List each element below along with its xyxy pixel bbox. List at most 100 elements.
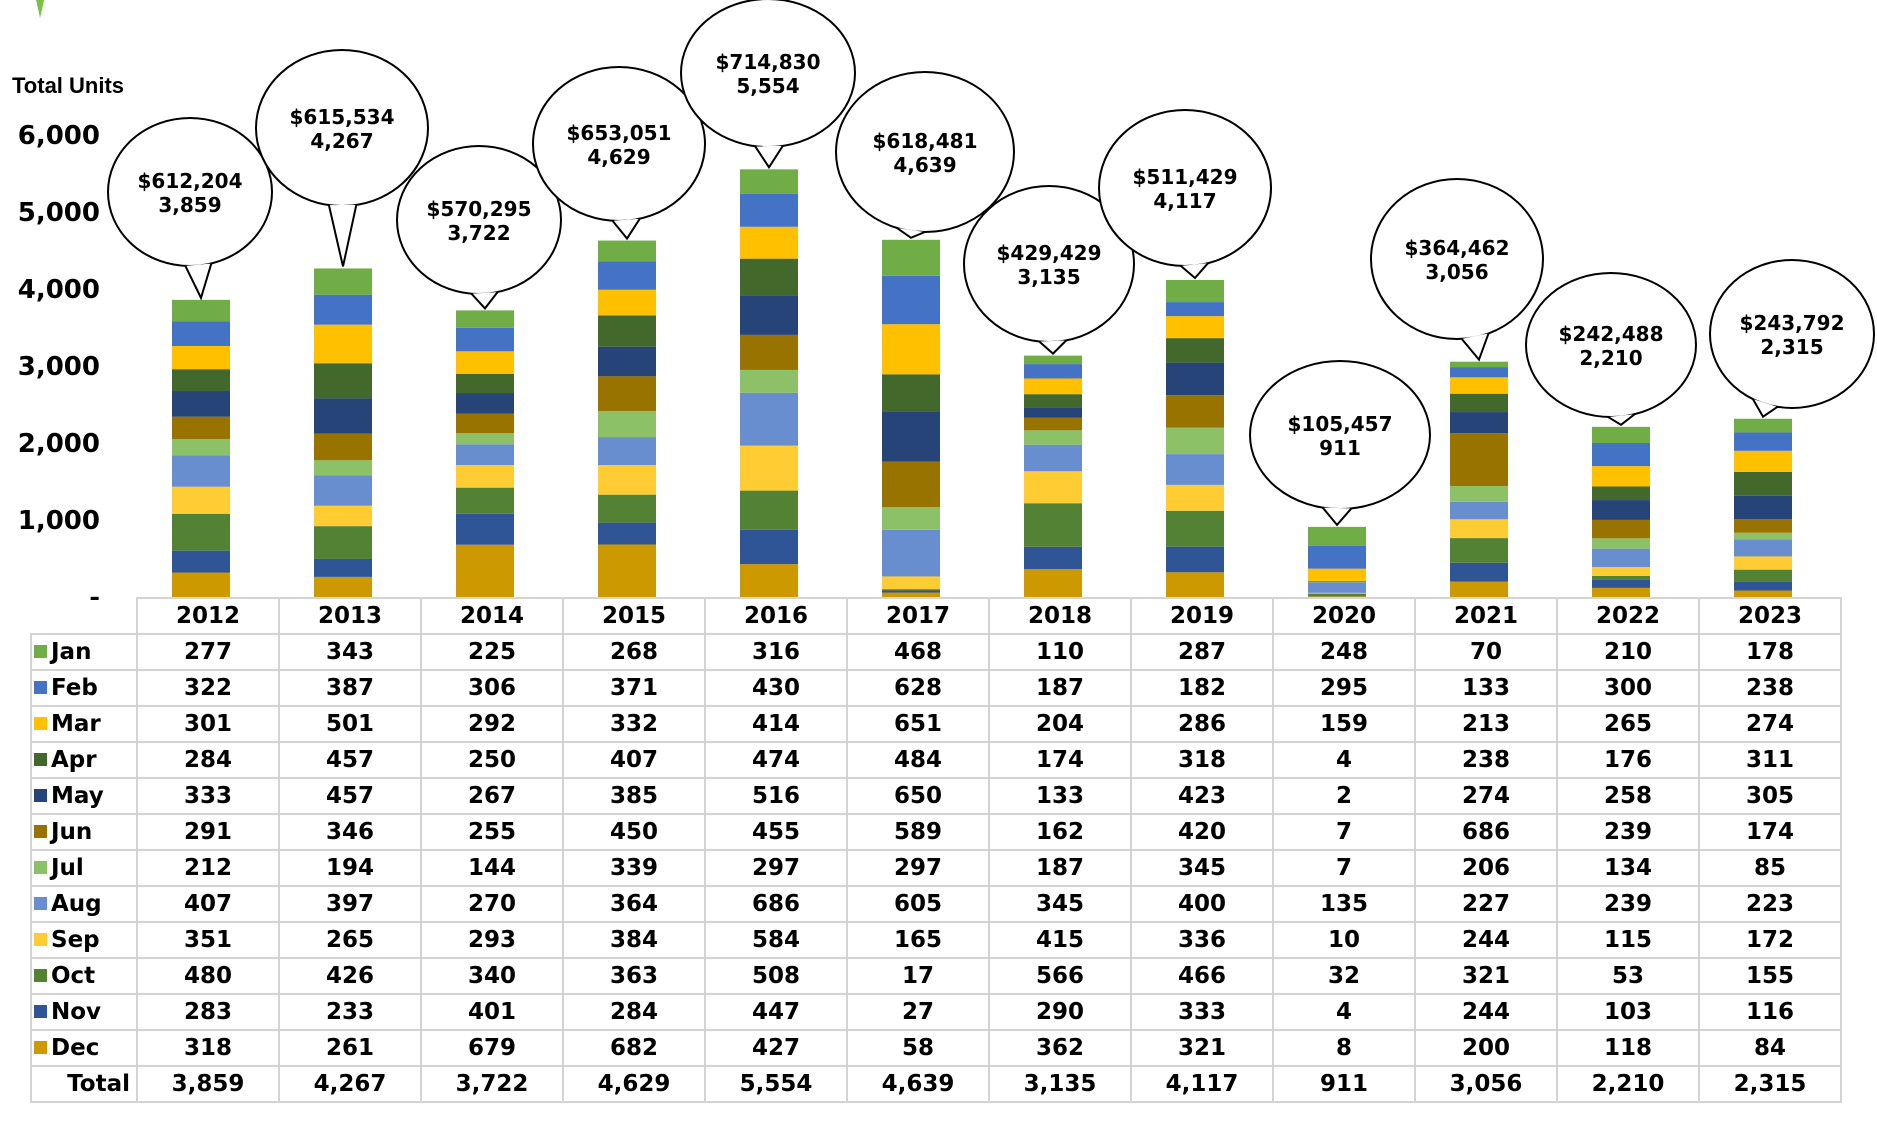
bar-segment-sep [882,576,940,590]
y-tick-label: 2,000 [18,429,100,459]
bar-segment-feb [172,321,230,346]
bar-segment-apr [740,258,798,296]
table-cell: 27 [846,993,990,1031]
bar-segment-feb [598,261,656,290]
table-cell: 84 [1698,1029,1842,1067]
table-cell: 4 [1272,993,1416,1031]
bar-segment-jul [1308,581,1366,583]
total-cell: 3,722 [420,1065,564,1103]
callout-units: 3,135 [1017,265,1080,289]
callout-pointer [327,204,358,267]
callout-revenue: $612,204 [137,169,242,193]
table-cell: 134 [1556,849,1700,887]
table-cell: 605 [846,885,990,923]
bar-segment-jul [172,439,230,456]
table-cell: 287 [1130,633,1274,671]
series-name: Jan [51,639,92,665]
table-cell: 176 [1556,741,1700,779]
bar-segment-jul [740,369,798,393]
bar-segment-mar [1166,316,1224,339]
series-name: Oct [51,963,96,989]
callout-ellipse [835,71,1015,233]
bar-segment-apr [1592,486,1650,501]
table-cell: 212 [136,849,280,887]
bar-segment-aug [598,437,656,466]
series-name: Sep [51,927,100,953]
bar-segment-jun [1024,417,1082,431]
table-cell: 165 [846,921,990,959]
table-row: Feb 322 387 306 371 430 628 187 182 295 133 300 238 [30,669,1842,707]
bar-segment-aug [1308,582,1366,593]
legend-swatch [34,753,47,766]
callout-units: 5,554 [736,74,799,98]
table-cell: 115 [1556,921,1700,959]
table-row: Aug 407 397 270 364 686 605 345 400 135 227 239 223 [30,885,1842,923]
legend-swatch [34,825,47,838]
bar-segment-oct [172,513,230,551]
table-cell: 457 [278,777,422,815]
callout-ellipse [1370,178,1544,340]
bar-segment-dec [1450,581,1508,597]
bar-segment-jan [882,239,940,276]
table-cell: 457 [278,741,422,779]
table-cell: 8 [1272,1029,1416,1067]
table-cell: 311 [1698,741,1842,779]
bar-segment-aug [1734,539,1792,557]
bar-segment-aug [1592,548,1650,568]
bar-segment-may [740,295,798,335]
bar-segment-aug [1166,454,1224,485]
table-cell: 387 [278,669,422,707]
bar-segment-feb [882,275,940,325]
year-header: 2022 [1556,597,1700,635]
bar-segment-oct [314,526,372,559]
bar-segment-mar [740,226,798,259]
callout-pointer-fill [471,292,498,309]
corner-leaf-decoration [36,0,44,18]
bar-segment-jul [882,506,940,530]
bar-segment-apr [1024,394,1082,408]
table-cell: 265 [1556,705,1700,743]
table-cell: 385 [562,777,706,815]
series-label: Oct [30,957,138,995]
bar-segment-jan [598,240,656,262]
bar-segment-sep [1592,567,1650,576]
bar-segment-jul [314,460,372,476]
callout-pointer-fill [1180,263,1208,278]
table-cell: 250 [420,741,564,779]
total-cell: 3,056 [1414,1065,1558,1103]
bar-segment-apr [172,369,230,392]
callout-pointer-fill [1039,340,1067,354]
table-cell: 332 [562,705,706,743]
table-cell: 468 [846,633,990,671]
table-cell: 466 [1130,957,1274,995]
callout-revenue: $618,481 [872,129,977,153]
table-row: Apr 284 457 250 407 474 484 174 318 4 238 176 311 [30,741,1842,779]
table-cell: 686 [1414,813,1558,851]
table-cell: 135 [1272,885,1416,923]
callout-units: 3,859 [158,193,221,217]
table-cell: 430 [704,669,848,707]
table-cell: 118 [1556,1029,1700,1067]
table-cell: 345 [1130,849,1274,887]
table-row: Mar 301 501 292 332 414 651 204 286 159 213 265 274 [30,705,1842,743]
table-cell: 144 [420,849,564,887]
total-cell: 5,554 [704,1065,848,1103]
bar-segment-may [314,398,372,434]
bar-segment-sep [1734,556,1792,570]
table-cell: 70 [1414,633,1558,671]
bar-segment-nov [1450,562,1508,582]
table-cell: 187 [988,669,1132,707]
legend-swatch [34,681,47,694]
table-cell: 363 [562,957,706,995]
year-header: 2021 [1414,597,1558,635]
bar-segment-aug [1450,501,1508,520]
table-cell: 178 [1698,633,1842,671]
year-header: 2016 [704,597,848,635]
bar-segment-jan [1024,355,1082,365]
bar-segment-dec [172,572,230,597]
series-label: Jun [30,813,138,851]
bar-segment-jun [1450,433,1508,486]
